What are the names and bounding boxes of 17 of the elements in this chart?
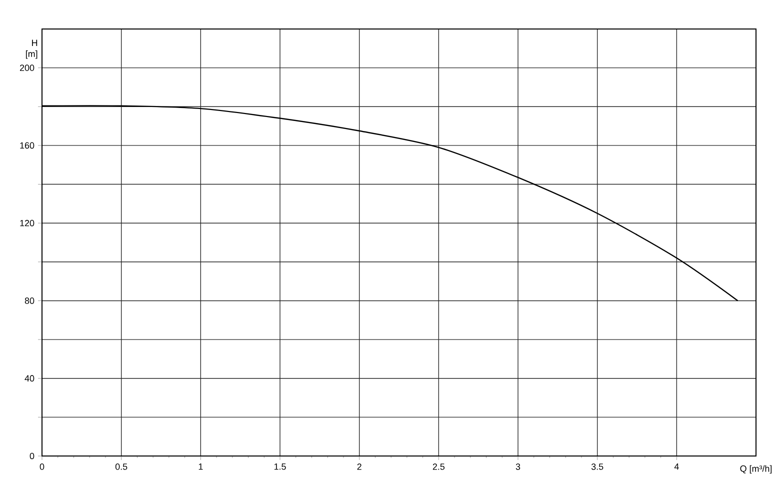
y-tick-label: 120	[20, 220, 34, 226]
y-axis-title: H [m]	[26, 40, 38, 59]
y-tick-label: 200	[20, 64, 34, 71]
x-tick-label: 1	[198, 464, 203, 470]
x-tick-label: 2	[357, 464, 362, 470]
x-tick-label: 2.5	[432, 464, 445, 470]
y-tick-label: 0	[30, 452, 34, 460]
x-tick-label: 4	[674, 464, 679, 470]
x-tick-label: 1.5	[274, 464, 286, 470]
x-tick-label: 0.5	[115, 464, 128, 470]
y-tick-label: 40	[24, 375, 34, 382]
y-tick-label: 80	[24, 298, 34, 304]
x-tick-label: 3.5	[591, 464, 604, 470]
x-tick-label: 0	[40, 464, 44, 470]
x-axis-title: Q [m³/h]	[740, 465, 772, 474]
y-tick-label: 160	[20, 142, 34, 149]
x-tick-label: 3	[516, 464, 520, 470]
